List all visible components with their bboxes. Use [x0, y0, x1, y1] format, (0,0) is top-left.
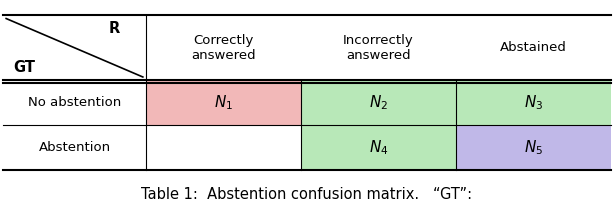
Text: Table 1:  Abstention confusion matrix.   “GT”:: Table 1: Abstention confusion matrix. “G… — [141, 187, 473, 201]
Text: $N_5$: $N_5$ — [524, 138, 543, 157]
Bar — [146, 80, 301, 125]
Text: No abstention: No abstention — [28, 96, 121, 109]
Text: Incorrectly
answered: Incorrectly answered — [343, 34, 414, 62]
Text: R: R — [109, 21, 120, 36]
Bar — [301, 80, 456, 125]
Text: Correctly
answered: Correctly answered — [191, 34, 256, 62]
Text: $N_4$: $N_4$ — [368, 138, 388, 157]
Bar — [301, 125, 456, 170]
Text: Abstained: Abstained — [500, 41, 567, 54]
Text: Abstention: Abstention — [39, 141, 111, 154]
Text: $N_3$: $N_3$ — [524, 93, 543, 112]
Bar — [3, 15, 611, 170]
Bar — [146, 125, 301, 170]
Text: $N_2$: $N_2$ — [369, 93, 388, 112]
Bar — [456, 125, 611, 170]
Text: GT: GT — [14, 60, 36, 75]
Bar — [456, 80, 611, 125]
Text: $N_1$: $N_1$ — [214, 93, 233, 112]
